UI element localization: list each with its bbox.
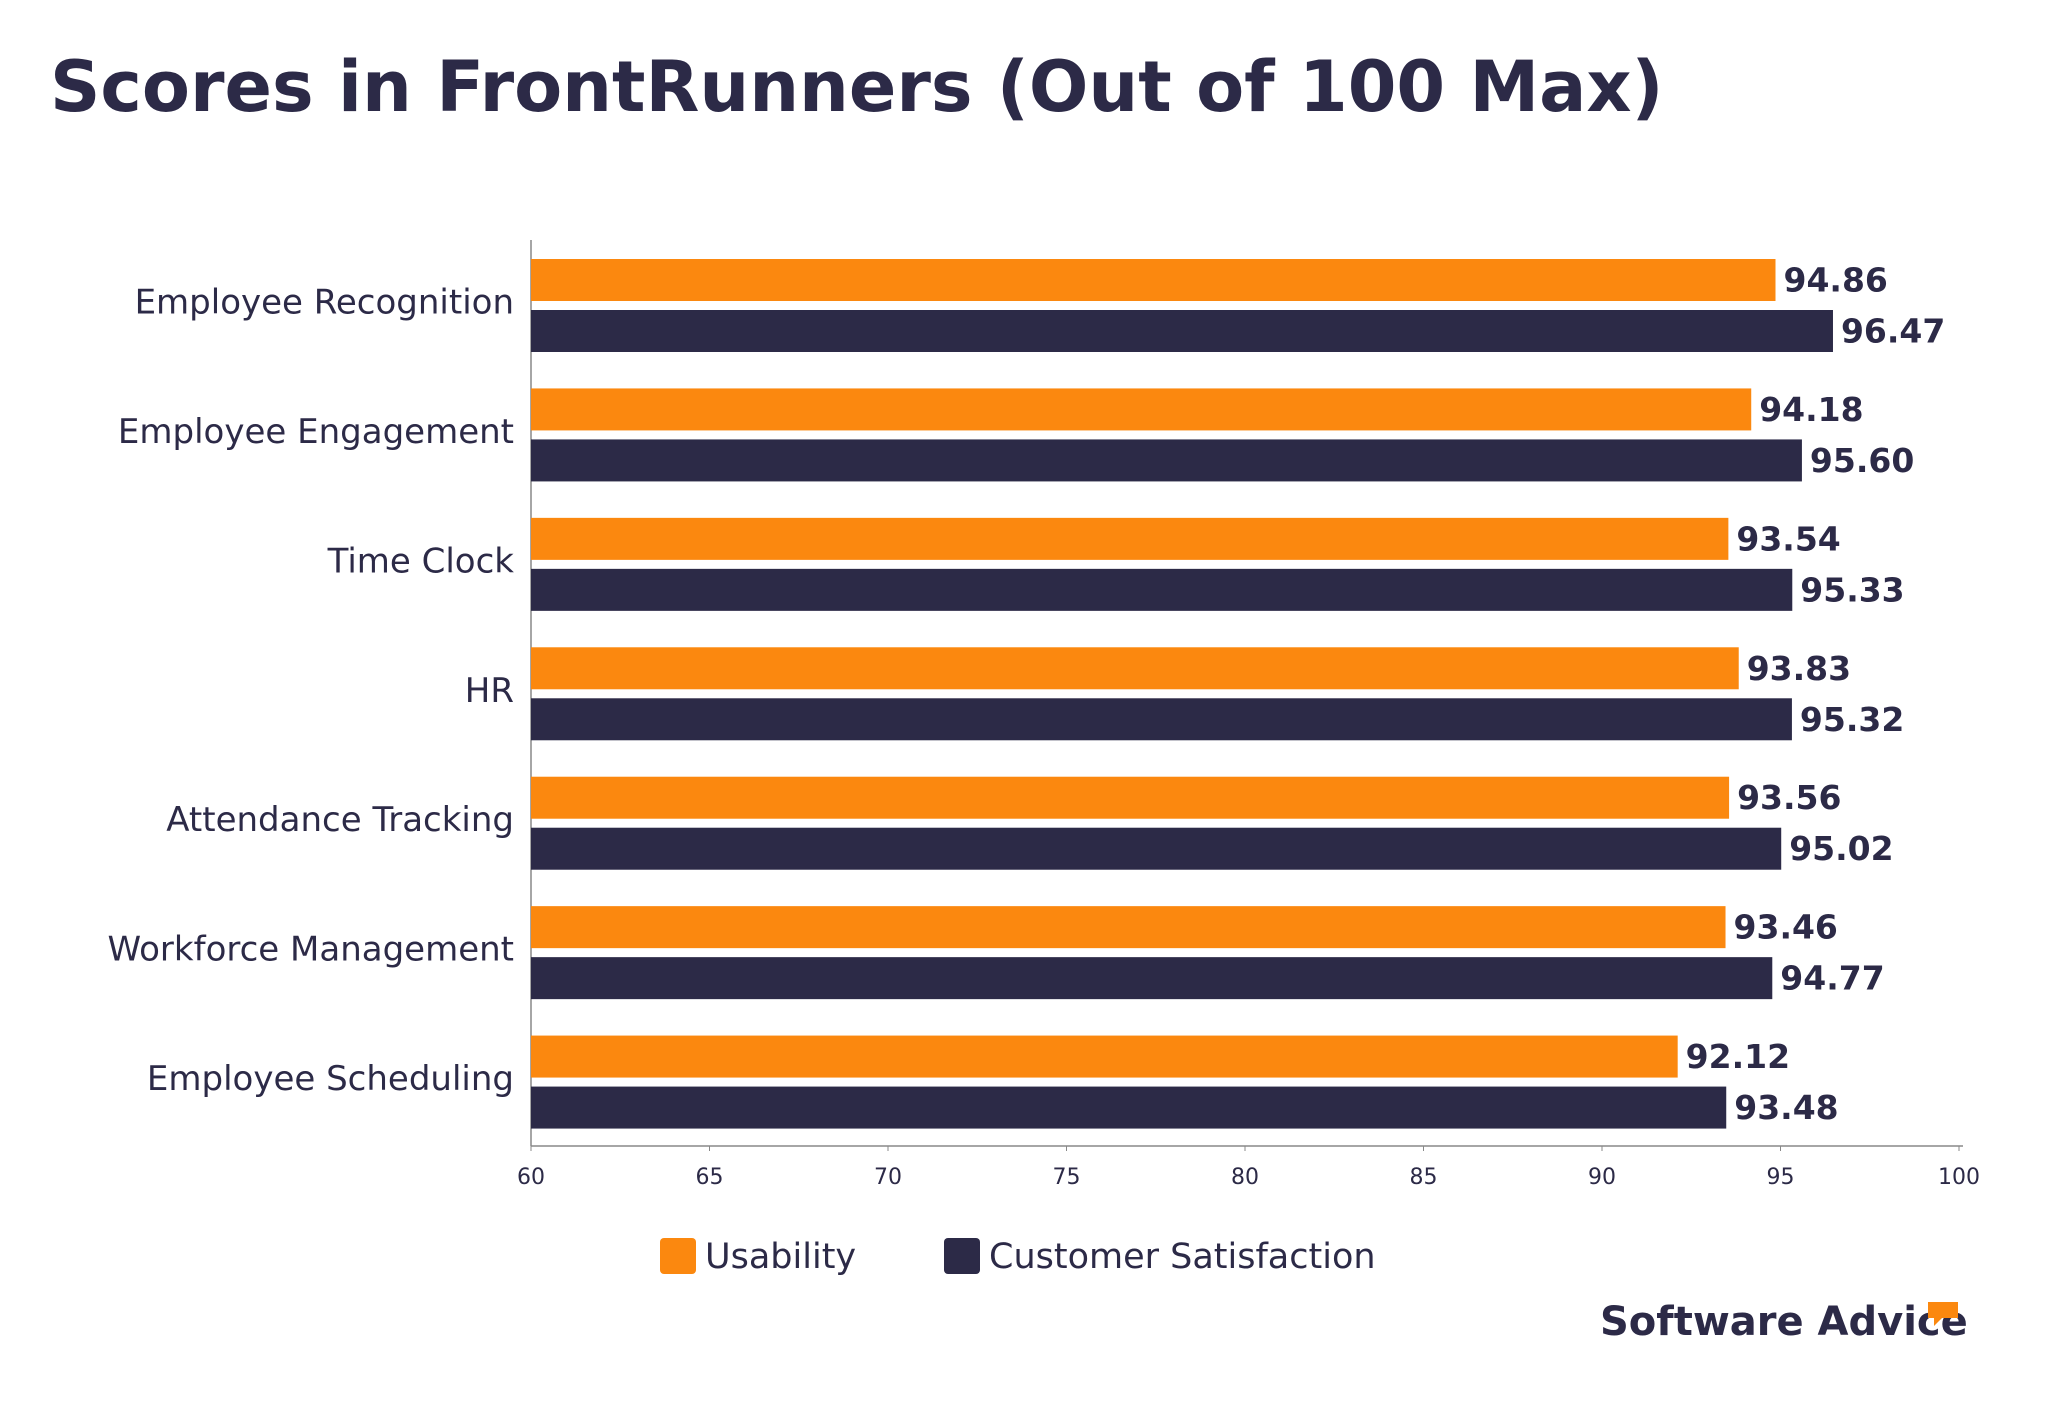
x-tick-label: 80 [1231,1165,1259,1190]
y-tick-label: Employee Recognition [135,283,514,323]
x-tick-label: 70 [874,1165,902,1190]
legend-swatch [660,1238,696,1274]
value-label: 95.60 [1810,441,1914,480]
value-label: 93.83 [1747,649,1851,688]
legend-swatch [944,1238,980,1274]
y-tick-label: Workforce Management [108,930,515,970]
chart-title: Scores in FrontRunners (Out of 100 Max) [50,46,1664,128]
value-label: 94.18 [1759,390,1863,429]
bar [531,647,1739,690]
bar [531,259,1776,301]
x-tick-label: 85 [1410,1165,1438,1190]
x-tick-label: 65 [696,1165,724,1190]
bar [531,698,1792,741]
value-label: 96.47 [1841,312,1945,351]
y-tick-label: Employee Scheduling [147,1059,514,1099]
value-label: 93.54 [1736,519,1840,558]
bar [531,1086,1727,1129]
bar [531,517,1729,560]
bar [531,776,1730,819]
legend-label: Customer Satisfaction [989,1237,1376,1277]
x-tick-label: 90 [1588,1165,1616,1190]
x-tick-label: 95 [1767,1165,1795,1190]
x-tick-label: 75 [1053,1165,1081,1190]
value-label: 93.46 [1734,908,1838,947]
x-tick-label: 100 [1938,1165,1980,1190]
legend-label: Usability [705,1237,856,1277]
bar [531,1035,1678,1078]
logo-icon [1928,1302,1958,1326]
y-tick-label: Attendance Tracking [166,800,514,840]
logo: Software Advice [1600,1299,1968,1345]
bar [531,957,1773,1000]
bar [531,310,1833,352]
bar [531,827,1782,870]
value-label: 93.56 [1737,778,1841,817]
bar [531,906,1726,949]
bar [531,439,1802,482]
value-label: 95.02 [1789,829,1893,868]
y-tick-label: Time Clock [327,541,515,581]
bar [531,388,1752,431]
value-label: 92.12 [1686,1037,1790,1076]
value-label: 94.77 [1780,959,1884,998]
value-label: 94.86 [1784,261,1888,300]
value-label: 95.33 [1800,570,1904,609]
y-tick-label: Employee Engagement [118,412,514,452]
value-label: 95.32 [1800,700,1904,739]
bar [531,568,1793,611]
y-tick-label: HR [465,671,514,711]
value-label: 93.48 [1734,1088,1838,1127]
x-tick-label: 60 [517,1165,545,1190]
